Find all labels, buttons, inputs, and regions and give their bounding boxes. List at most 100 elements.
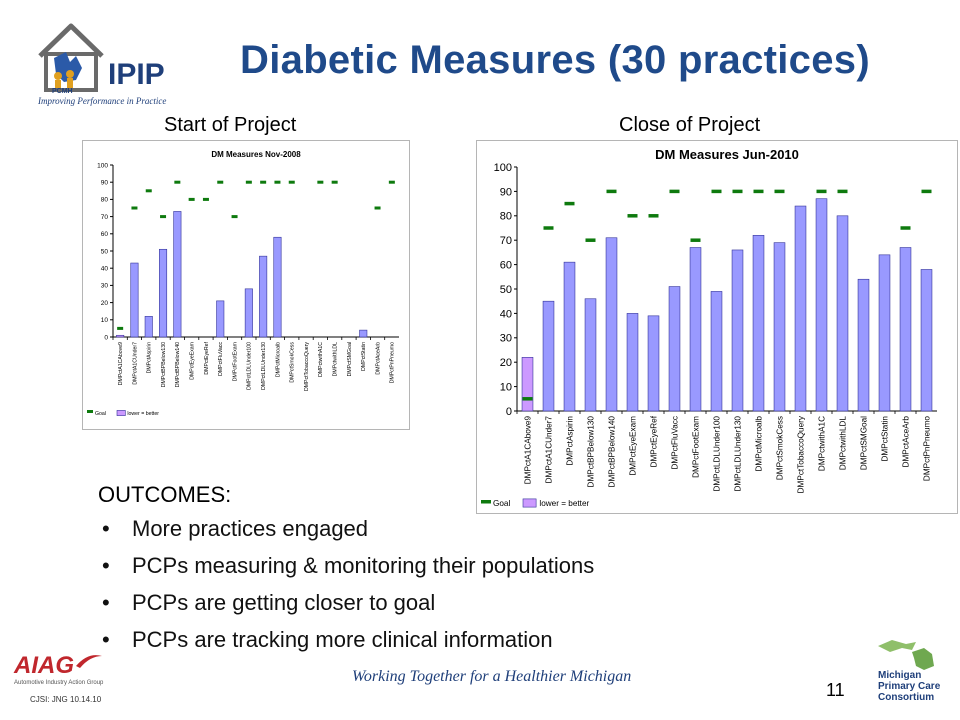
x-tick-label: DMPctEyeRef — [649, 415, 658, 467]
bar — [542, 300, 555, 412]
y-tick-label: 80 — [101, 197, 109, 204]
bar — [773, 242, 786, 412]
x-tick-label: DMPctLDLUnder100 — [247, 342, 253, 390]
x-tick-label: DMPctFluVacc — [670, 416, 679, 470]
y-tick-label: 0 — [506, 406, 512, 418]
x-tick-label: DMPctBPBelow140 — [607, 416, 616, 488]
goal-marker — [585, 238, 596, 242]
slide-title: Diabetic Measures (30 practices) — [240, 38, 870, 82]
x-tick-label: DMPctFluVacc — [218, 342, 224, 376]
goal-marker — [732, 189, 743, 194]
footer-code: CJSI: JNG 10.14.10 — [30, 695, 102, 704]
legend-bar-swatch — [522, 498, 537, 508]
goal-marker — [816, 189, 827, 194]
ipip-wordmark: IPIP — [108, 58, 165, 91]
ipip-logo: PCMH IPIP Improving Performance in Pract… — [36, 18, 166, 106]
y-tick-label: 50 — [500, 284, 512, 296]
bar — [563, 261, 576, 412]
x-tick-label: DMPctEyeExam — [189, 342, 195, 380]
goal-marker — [317, 180, 324, 184]
legend-bar-swatch — [116, 410, 126, 416]
goal-marker — [921, 189, 932, 194]
house-icon — [38, 23, 104, 92]
x-tick-label: DMPctEyeRef — [204, 341, 210, 374]
x-tick-label: DMPctMicroalb — [275, 342, 281, 377]
y-tick-label: 50 — [101, 248, 109, 255]
goal-marker — [711, 189, 722, 194]
y-tick-label: 10 — [500, 381, 512, 393]
x-tick-label: DMPctTobaccoQuery — [796, 415, 805, 493]
caption-start: Start of Project — [164, 114, 297, 136]
x-tick-label: DMPctA1CAbove9 — [523, 416, 532, 485]
x-tick-label: DMPctFootExam — [232, 342, 238, 381]
bar — [159, 248, 168, 338]
aiag-wordmark: AIAG — [14, 652, 74, 679]
goal-marker — [160, 215, 167, 219]
goal-marker — [331, 180, 338, 184]
bar — [878, 254, 891, 412]
swoosh-icon — [76, 655, 103, 668]
goal-marker — [837, 189, 848, 194]
y-tick-label: 90 — [500, 186, 512, 198]
goal-marker — [174, 180, 181, 184]
bar — [710, 291, 723, 412]
x-tick-label: DMPctLDLUnder130 — [733, 416, 742, 492]
y-tick-label: 40 — [500, 308, 512, 320]
michigan-map-icon — [878, 640, 934, 670]
y-tick-label: 100 — [494, 162, 512, 174]
bar — [668, 286, 681, 412]
goal-marker — [543, 226, 554, 230]
aiag-subtitle: Automotive Industry Action Group — [14, 680, 104, 686]
goal-marker — [188, 197, 195, 201]
x-tick-label: DMPctAspirin — [147, 342, 153, 374]
bar — [836, 215, 849, 412]
x-tick-label: DMPctwithLDL — [332, 342, 338, 376]
x-tick-label: DMPctwithA1C — [817, 416, 826, 471]
x-tick-label: DMPctBPBelow130 — [586, 416, 595, 488]
goal-marker — [245, 180, 252, 184]
goal-marker — [690, 238, 701, 242]
goal-marker — [774, 189, 785, 194]
y-tick-label: 100 — [97, 162, 108, 169]
bar — [259, 255, 268, 338]
goal-marker — [564, 201, 575, 206]
bullet-text: PCPs are tracking more clinical informat… — [132, 627, 553, 652]
goal-marker — [202, 197, 209, 201]
x-tick-label: DMPctA1CUnder7 — [132, 342, 138, 385]
mpcc-line: Michigan — [878, 670, 922, 681]
mpcc-line: Consortium — [878, 692, 935, 703]
chart-title: DM Measures Jun-2010 — [655, 147, 799, 162]
bar — [752, 235, 765, 412]
list-item: • PCPs are tracking more clinical informa… — [102, 625, 594, 662]
y-tick-label: 10 — [101, 317, 109, 324]
x-tick-label: DMPctStatin — [880, 416, 889, 462]
x-tick-label: DMPctA1CAbove9 — [118, 342, 124, 385]
x-tick-label: DMPctBPBelow130 — [161, 342, 167, 387]
x-tick-label: DMPctMicroalb — [754, 416, 763, 472]
x-tick-label: DMPctSMGoal — [347, 342, 353, 376]
aiag-logo: AIAG Automotive Industry Action Group — [14, 652, 103, 686]
chart-close-svg: DM Measures Jun-2010 0 10 20 30 40 50 60 70 80 90 1… — [481, 147, 937, 508]
goal-marker — [117, 326, 124, 330]
mpcc-line: Primary Care — [878, 681, 941, 692]
y-tick-label: 20 — [101, 300, 109, 307]
legend-goal-label: Goal — [95, 411, 106, 417]
bar — [216, 300, 225, 338]
pcmh-badge: PCMH — [52, 88, 73, 95]
chart-start: DM Measures Nov-2008 0 10 20 30 40 50 60 70 80 90 1… — [82, 140, 410, 430]
caption-close: Close of Project — [619, 114, 761, 136]
bar — [605, 237, 618, 412]
goal-marker — [217, 180, 224, 184]
bar — [920, 269, 933, 412]
y-tick-label: 70 — [500, 235, 512, 247]
goal-marker — [145, 189, 152, 193]
page-number: 11 — [826, 680, 845, 700]
x-tick-label: DMPctAspirin — [565, 416, 574, 466]
y-tick-label: 60 — [101, 231, 109, 238]
goal-marker — [522, 397, 533, 401]
goal-marker — [274, 180, 281, 184]
bar — [116, 334, 125, 338]
y-tick-label: 20 — [500, 357, 512, 369]
x-tick-label: DMPctTobaccoQuery — [304, 342, 310, 391]
list-item: • PCPs are getting closer to goal — [102, 588, 594, 625]
